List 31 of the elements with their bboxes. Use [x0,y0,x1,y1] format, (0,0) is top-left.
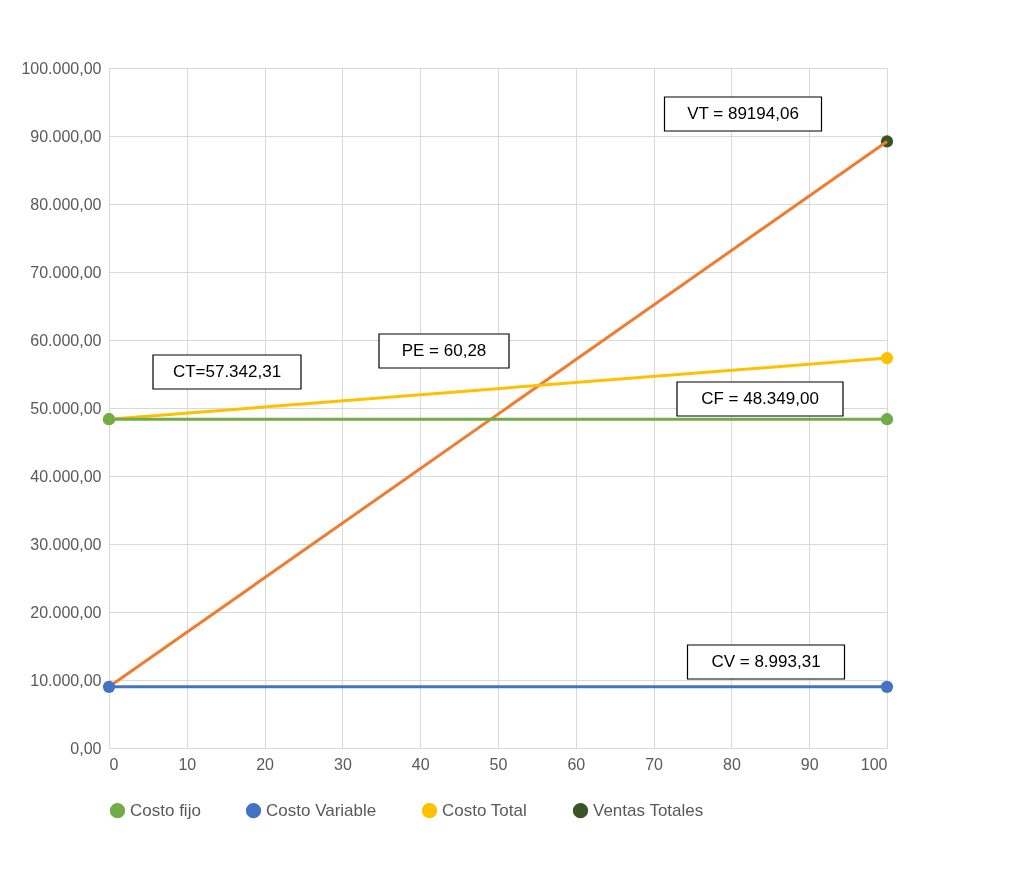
y-tick-label: 80.000,00 [30,195,102,213]
legend-label: Ventas Totales [593,800,704,820]
y-tick-label: 40.000,00 [30,467,102,485]
annotation: VT = 89194,06 [687,104,799,123]
annotation: PE = 60,28 [401,341,487,360]
y-tick-label: 60.000,00 [30,331,102,349]
y-tick-label: 30.000,00 [30,535,102,553]
x-tick-label: 100 [860,755,888,773]
x-tick-label: 90 [800,755,819,773]
legend-label: Costo Total [442,800,527,820]
x-tick-label: 70 [645,755,664,773]
y-tick-label: 0,00 [70,739,102,757]
legend-label: Costo Variable [266,800,377,820]
annotation: CV = 8.993,31 [711,652,821,671]
y-tick-label: 100.000,00 [21,59,102,77]
x-tick-label: 0 [109,755,119,773]
x-tick-label: 30 [334,755,352,773]
x-tick-label: 60 [567,755,586,773]
y-tick-label: 10.000,00 [30,671,102,689]
x-tick-label: 80 [723,755,741,773]
y-tick-label: 50.000,00 [30,399,102,417]
x-tick-label: 20 [256,755,275,773]
y-tick-label: 70.000,00 [30,263,102,281]
legend-label: Costo fijo [130,800,201,820]
x-tick-label: 50 [489,755,508,773]
x-tick-label: 40 [411,755,430,773]
y-tick-label: 20.000,00 [30,603,102,621]
y-tick-label: 90.000,00 [30,127,102,145]
x-tick-label: 10 [178,755,197,773]
annotation: CF = 48.349,00 [701,389,819,408]
annotation: CT=57.342,31 [172,362,282,381]
